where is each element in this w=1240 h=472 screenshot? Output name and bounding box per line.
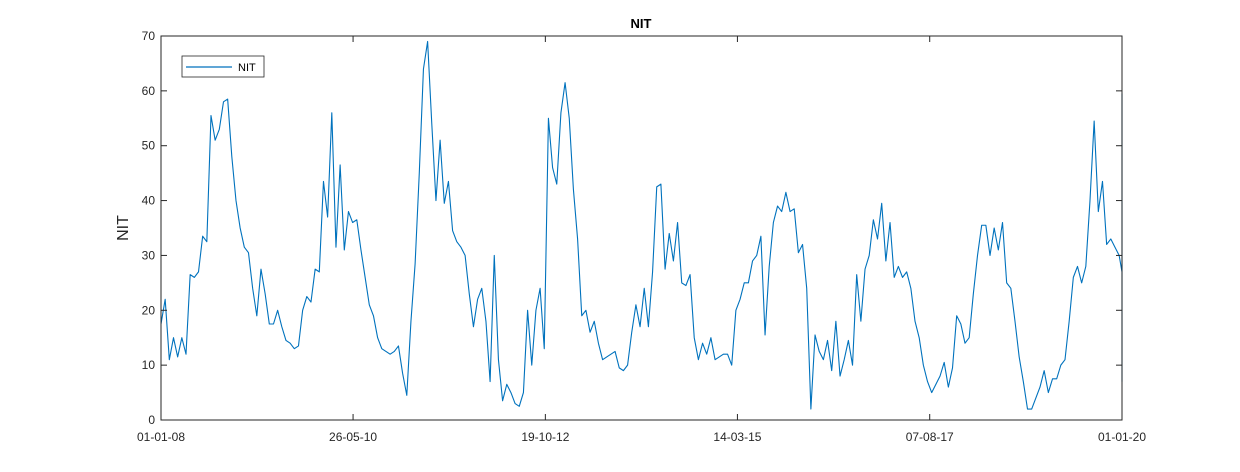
plot-area — [161, 36, 1122, 420]
y-tick-label: 50 — [142, 139, 156, 153]
y-tick-label: 40 — [142, 194, 156, 208]
y-tick-label: 20 — [142, 303, 156, 317]
y-axis-label: NIT — [115, 215, 132, 241]
legend-label: NIT — [238, 62, 256, 74]
x-tick-label: 01-01-20 — [1098, 430, 1146, 444]
x-tick-label: 19-10-12 — [521, 430, 569, 444]
y-tick-label: 30 — [142, 248, 156, 262]
y-tick-label: 70 — [142, 29, 156, 43]
y-tick-label: 10 — [142, 358, 156, 372]
y-tick-label: 60 — [142, 84, 156, 98]
y-axis-ticks: 0 10 20 30 40 50 60 70 — [142, 29, 1122, 427]
axes-box — [160, 35, 1123, 421]
x-tick-label: 14-03-15 — [713, 430, 761, 444]
legend: NIT — [181, 55, 265, 78]
y-tick-label: 0 — [148, 413, 155, 427]
x-tick-label: 07-08-17 — [906, 430, 954, 444]
chart-title: NIT — [631, 16, 652, 31]
x-tick-label: 01-01-08 — [137, 430, 185, 444]
x-axis-ticks: 01-01-08 26-05-10 19-10-12 14-03-15 07-08-17… — [137, 36, 1146, 444]
x-tick-label: 26-05-10 — [329, 430, 377, 444]
